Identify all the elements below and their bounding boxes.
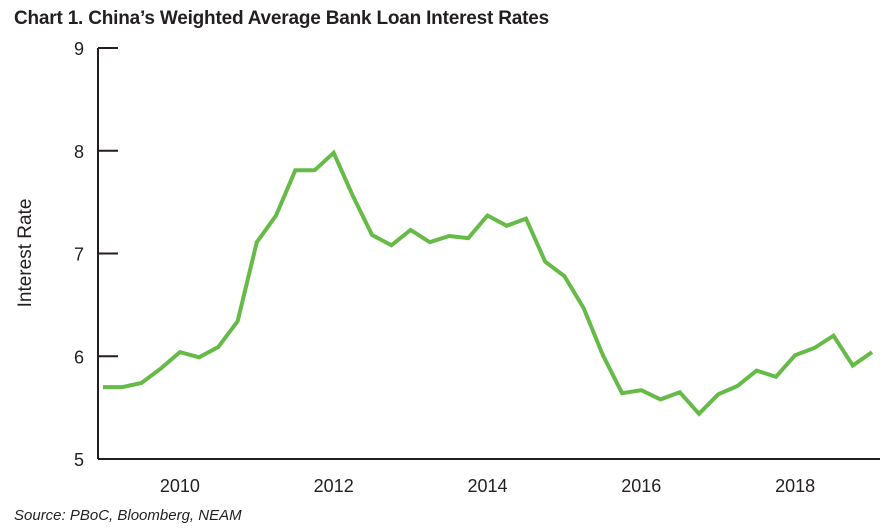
x-tick-label: 2012 xyxy=(314,476,354,496)
chart-title: Chart 1. China’s Weighted Average Bank L… xyxy=(14,8,549,29)
data-point xyxy=(870,350,874,354)
data-point xyxy=(562,274,566,278)
data-point xyxy=(178,350,182,354)
series-line xyxy=(103,149,874,417)
data-point xyxy=(755,369,759,373)
data-point xyxy=(428,240,432,244)
data-point xyxy=(139,381,143,385)
data-point xyxy=(293,168,297,172)
data-point xyxy=(659,397,663,401)
data-point xyxy=(735,384,739,388)
data-point xyxy=(582,306,586,310)
y-axis-label: Interest Rate xyxy=(15,199,36,308)
data-point xyxy=(486,214,490,218)
data-point xyxy=(313,168,317,172)
data-point xyxy=(236,319,240,323)
data-point xyxy=(793,353,797,357)
data-point xyxy=(447,234,451,238)
y-tick-label: 6 xyxy=(74,347,84,367)
data-point xyxy=(601,353,605,357)
data-point xyxy=(620,391,624,395)
data-point xyxy=(255,240,259,244)
data-point xyxy=(370,233,374,237)
y-tick-label: 5 xyxy=(74,450,84,470)
data-point xyxy=(524,217,528,221)
x-tick-label: 2010 xyxy=(160,476,200,496)
data-point xyxy=(274,214,278,218)
data-point xyxy=(774,375,778,379)
data-point xyxy=(543,260,547,264)
data-point xyxy=(505,224,509,228)
x-tick-label: 2018 xyxy=(775,476,815,496)
x-tick-label: 2014 xyxy=(467,476,507,496)
data-point xyxy=(389,243,393,247)
data-point xyxy=(351,194,355,198)
data-point xyxy=(697,412,701,416)
data-point xyxy=(197,355,201,359)
data-point xyxy=(101,385,105,389)
data-point xyxy=(216,345,220,349)
data-point xyxy=(832,334,836,338)
y-tick-label: 7 xyxy=(74,245,84,265)
source-note: Source: PBoC, Bloomberg, NEAM xyxy=(14,507,242,524)
data-point xyxy=(678,390,682,394)
data-point xyxy=(812,346,816,350)
data-point xyxy=(466,236,470,240)
data-point xyxy=(716,392,720,396)
y-tick-label: 9 xyxy=(74,39,84,59)
data-point xyxy=(851,364,855,368)
data-point xyxy=(409,228,413,232)
data-point xyxy=(332,151,336,155)
data-point xyxy=(639,388,643,392)
data-point xyxy=(120,385,124,389)
data-point xyxy=(159,367,163,371)
x-tick-label: 2016 xyxy=(621,476,661,496)
y-tick-label: 8 xyxy=(74,142,84,162)
